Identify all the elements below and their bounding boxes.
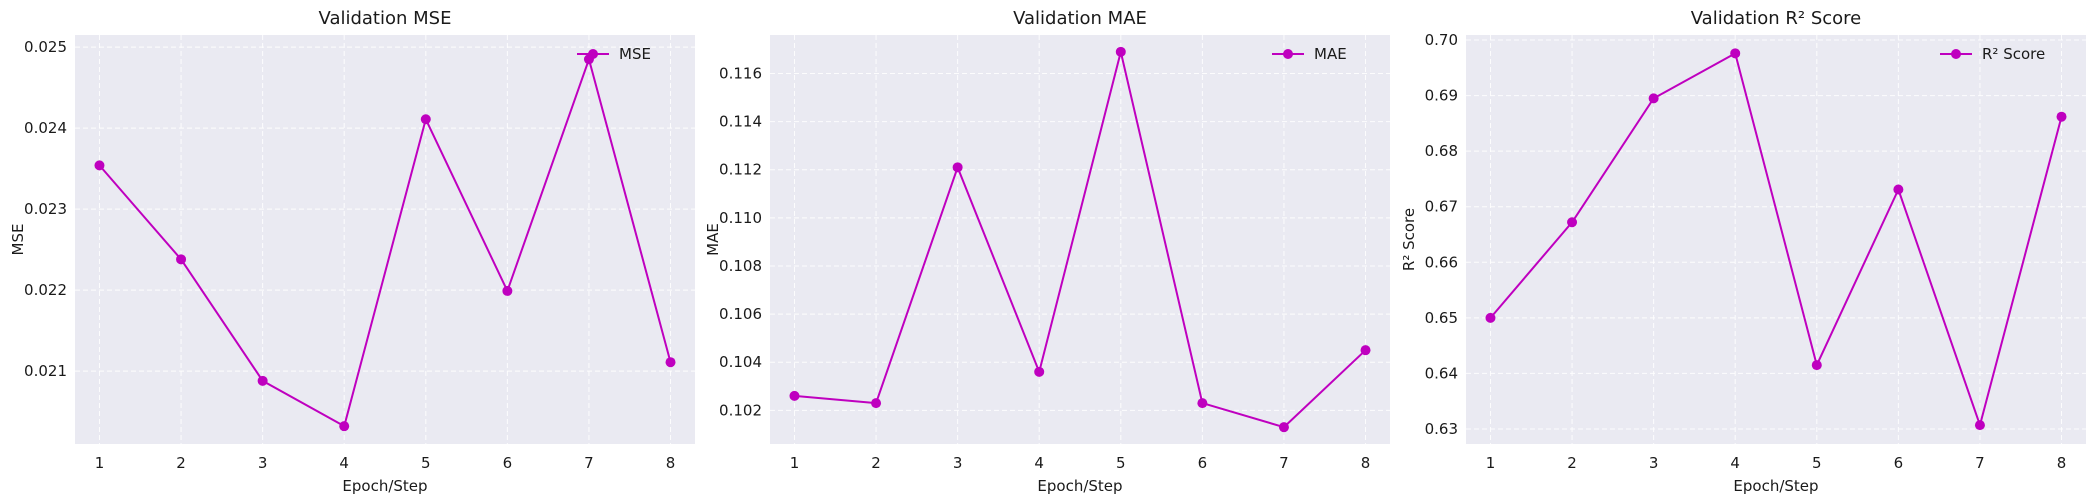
data-point	[2056, 111, 2067, 122]
x-tick-label: 3	[258, 454, 268, 472]
y-tick-label: 0.112	[719, 161, 762, 179]
data-point	[1974, 420, 1985, 431]
y-axis-label: MSE	[9, 224, 27, 256]
x-tick-label: 3	[953, 454, 963, 472]
y-tick-label: 0.023	[24, 200, 67, 218]
x-tick-label: 5	[421, 454, 431, 472]
y-tick-label: 0.104	[719, 353, 762, 371]
legend-label: MSE	[619, 45, 651, 63]
y-tick-label: 0.021	[24, 362, 67, 380]
x-axis-label: Epoch/Step	[1733, 477, 1818, 495]
data-point	[1648, 93, 1659, 104]
x-tick-label: 8	[1361, 454, 1371, 472]
x-tick-label: 6	[1894, 454, 1904, 472]
data-point	[1893, 184, 1904, 195]
x-tick-label: 3	[1649, 454, 1659, 472]
x-tick-label: 1	[95, 454, 105, 472]
legend-label: R² Score	[1982, 45, 2045, 63]
data-point	[789, 390, 800, 401]
x-tick-label: 6	[503, 454, 513, 472]
x-tick-label: 2	[1567, 454, 1577, 472]
x-tick-label: 4	[339, 454, 349, 472]
series-line	[1489, 52, 2063, 427]
data-point	[871, 398, 882, 409]
series-line	[794, 50, 1367, 429]
legend-label: MAE	[1314, 45, 1347, 63]
y-axis-label: MAE	[704, 223, 722, 256]
y-tick-label: 0.66	[1425, 253, 1458, 271]
x-tick-label: 7	[584, 454, 594, 472]
chart-title: Validation MAE	[1013, 8, 1147, 29]
data-point	[94, 160, 105, 171]
data-point	[952, 162, 963, 173]
x-axis-label: Epoch/Step	[1037, 477, 1122, 495]
data-point	[1034, 366, 1045, 377]
y-tick-label: 0.114	[719, 113, 762, 131]
chart-title: Validation MSE	[319, 8, 452, 29]
series-line	[98, 58, 672, 428]
y-tick-label: 0.022	[24, 281, 67, 299]
plot-area	[1466, 35, 2086, 444]
x-tick-label: 8	[2057, 454, 2067, 472]
x-axis-label: Epoch/Step	[342, 477, 427, 495]
y-tick-label: 0.110	[719, 209, 762, 227]
legend-marker	[1951, 49, 1961, 59]
y-tick-label: 0.67	[1425, 198, 1458, 216]
y-tick-label: 0.68	[1425, 142, 1458, 160]
chart-panel: 1 2 3 4 5 6 7 8 0.102 0.104 0.106 0.108 0.110 0.112 0.…	[704, 8, 1390, 495]
legend-marker	[588, 49, 598, 59]
x-tick-label: 5	[1812, 454, 1822, 472]
data-point	[176, 254, 187, 265]
plot-area	[75, 35, 695, 444]
y-tick-label: 0.65	[1425, 309, 1458, 327]
y-axis-label: R² Score	[1400, 208, 1418, 271]
x-tick-label: 8	[666, 454, 676, 472]
data-point	[1197, 398, 1208, 409]
data-point	[1485, 312, 1496, 323]
data-point	[1278, 422, 1289, 433]
x-tick-label: 2	[176, 454, 186, 472]
x-tick-label: 1	[790, 454, 800, 472]
x-tick-label: 4	[1034, 454, 1044, 472]
x-tick-label: 7	[1279, 454, 1289, 472]
y-tick-label: 0.69	[1425, 87, 1458, 105]
y-tick-label: 0.025	[24, 38, 67, 56]
y-tick-label: 0.63	[1425, 420, 1458, 438]
plot-area	[770, 35, 1390, 444]
x-tick-label: 6	[1198, 454, 1208, 472]
data-point	[502, 285, 513, 296]
legend-marker	[1283, 49, 1293, 59]
data-point	[257, 375, 268, 386]
data-point	[1115, 46, 1126, 57]
x-tick-label: 2	[871, 454, 881, 472]
chart-panel: 1 2 3 4 5 6 7 8 0.021 0.022 0.023 0.024 0.025 Validat…	[9, 8, 695, 495]
y-tick-label: 0.70	[1425, 31, 1458, 49]
data-point	[1811, 360, 1822, 371]
data-point	[420, 114, 431, 125]
y-tick-label: 0.106	[719, 305, 762, 323]
data-point	[1360, 345, 1371, 356]
data-point	[665, 357, 676, 368]
chart-title: Validation R² Score	[1691, 8, 1861, 29]
x-tick-label: 4	[1730, 454, 1740, 472]
y-tick-label: 0.116	[719, 64, 762, 82]
y-tick-label: 0.108	[719, 257, 762, 275]
x-tick-label: 7	[1975, 454, 1985, 472]
data-point	[1567, 217, 1578, 228]
data-point	[1730, 48, 1741, 59]
y-tick-label: 0.64	[1425, 364, 1458, 382]
y-tick-label: 0.102	[719, 401, 762, 419]
y-tick-label: 0.024	[24, 119, 67, 137]
data-point	[339, 421, 350, 432]
x-tick-label: 5	[1116, 454, 1126, 472]
chart-panel: 1 2 3 4 5 6 7 8 0.63 0.64 0.65 0.66 0.67 0.68 0.69 0.70…	[1400, 8, 2086, 495]
x-tick-label: 1	[1486, 454, 1496, 472]
